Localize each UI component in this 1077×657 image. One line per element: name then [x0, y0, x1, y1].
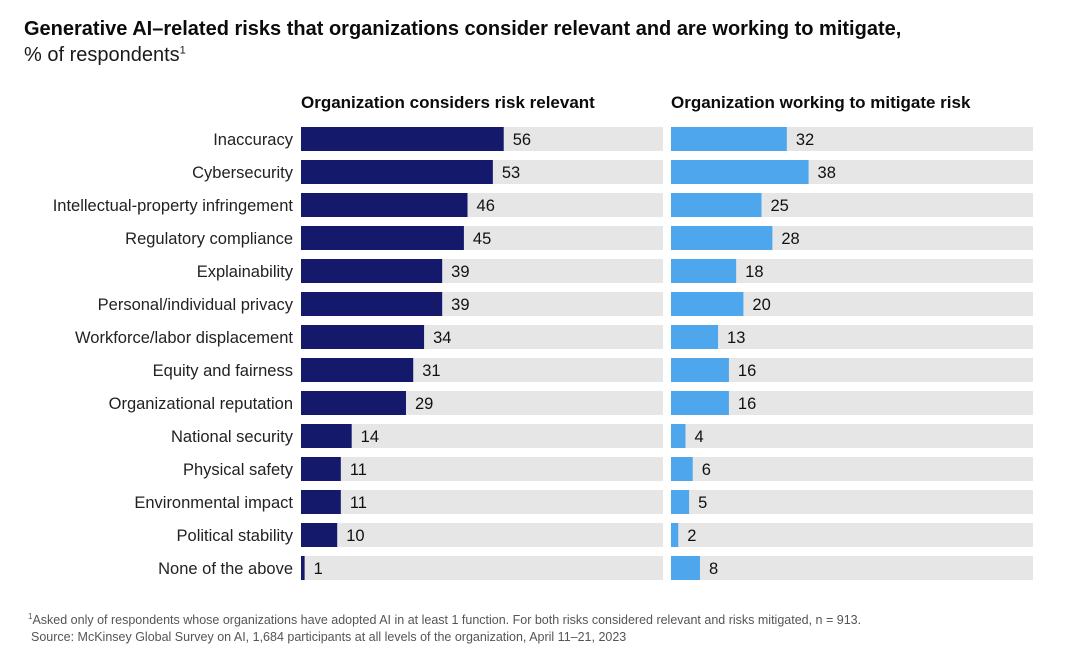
bar-mitigate — [671, 523, 679, 547]
data-label-relevant: 53 — [502, 164, 520, 182]
data-label-relevant: 45 — [473, 230, 491, 248]
bar-relevant — [301, 457, 341, 481]
category-label: Physical safety — [183, 461, 294, 479]
bar-mitigate — [671, 424, 686, 448]
data-label-relevant: 31 — [422, 362, 440, 380]
data-label-relevant: 34 — [433, 329, 451, 347]
chart-title: Generative AI–related risks that organiz… — [24, 18, 902, 40]
bar-track-mitigate — [671, 325, 1033, 349]
data-label-mitigate: 25 — [771, 197, 789, 215]
data-label-mitigate: 20 — [752, 296, 770, 314]
bar-track-mitigate — [671, 358, 1033, 382]
bar-track-mitigate — [671, 490, 1033, 514]
data-label-relevant: 11 — [350, 494, 367, 512]
category-label: Political stability — [177, 527, 294, 545]
bar-mitigate — [671, 391, 729, 415]
bar-track-relevant — [301, 424, 663, 448]
category-label: Inaccuracy — [213, 131, 294, 149]
data-label-mitigate: 16 — [738, 395, 756, 413]
bar-mitigate — [671, 292, 744, 316]
data-label-relevant: 1 — [314, 560, 323, 578]
data-label-relevant: 46 — [477, 197, 495, 215]
data-label-relevant: 11 — [350, 461, 367, 479]
bar-relevant — [301, 424, 352, 448]
bar-mitigate — [671, 358, 729, 382]
subtitle-text: % of respondents — [24, 44, 180, 66]
bar-mitigate — [671, 259, 737, 283]
footnote-marker: 1 — [28, 612, 33, 621]
bar-relevant — [301, 556, 305, 580]
bar-track-relevant — [301, 556, 663, 580]
data-label-mitigate: 4 — [694, 428, 703, 446]
category-label: None of the above — [158, 560, 293, 578]
category-label: Personal/individual privacy — [98, 296, 294, 314]
bar-track-mitigate — [671, 457, 1033, 481]
panel-title-mitigate: Organization working to mitigate risk — [671, 93, 971, 112]
bar-track-mitigate — [671, 424, 1033, 448]
bar-mitigate — [671, 193, 762, 217]
data-label-mitigate: 38 — [818, 164, 836, 182]
bar-track-relevant — [301, 457, 663, 481]
category-label: Intellectual-property infringement — [53, 197, 294, 215]
bar-mitigate — [671, 457, 693, 481]
data-label-mitigate: 32 — [796, 131, 814, 149]
data-label-relevant: 39 — [451, 296, 469, 314]
bar-relevant — [301, 358, 414, 382]
data-label-mitigate: 18 — [745, 263, 763, 281]
category-label: Organizational reputation — [109, 395, 293, 413]
bar-relevant — [301, 127, 504, 151]
bar-mitigate — [671, 325, 719, 349]
bar-mitigate — [671, 226, 773, 250]
bar-relevant — [301, 259, 443, 283]
data-label-mitigate: 28 — [781, 230, 799, 248]
bar-relevant — [301, 490, 341, 514]
bar-mitigate — [671, 490, 690, 514]
data-label-mitigate: 6 — [702, 461, 711, 479]
bar-track-mitigate — [671, 556, 1033, 580]
data-label-mitigate: 13 — [727, 329, 745, 347]
footnote: 1Asked only of respondents whose organiz… — [28, 608, 861, 646]
category-label: Workforce/labor displacement — [75, 329, 293, 347]
bar-track-relevant — [301, 490, 663, 514]
bar-mitigate — [671, 160, 809, 184]
data-label-relevant: 14 — [361, 428, 379, 446]
bar-relevant — [301, 160, 493, 184]
footnote-text: Asked only of respondents whose organiza… — [32, 613, 862, 628]
bar-relevant — [301, 325, 425, 349]
bar-mitigate — [671, 556, 700, 580]
category-label: Regulatory compliance — [125, 230, 293, 248]
category-label: Equity and fairness — [153, 362, 293, 380]
subtitle-footnote-marker: 1 — [179, 44, 186, 57]
footnote-source: Source: McKinsey Global Survey on AI, 1,… — [31, 630, 627, 645]
data-label-relevant: 10 — [346, 527, 364, 545]
data-label-relevant: 56 — [513, 131, 531, 149]
chart-subtitle: % of respondents1 — [24, 44, 186, 67]
data-label-relevant: 39 — [451, 263, 469, 281]
bar-mitigate — [671, 127, 787, 151]
data-label-relevant: 29 — [415, 395, 433, 413]
category-label: Environmental impact — [134, 494, 293, 512]
footnote-line-1: 1Asked only of respondents whose organiz… — [28, 608, 861, 629]
data-label-mitigate: 5 — [698, 494, 707, 512]
bar-relevant — [301, 523, 338, 547]
bar-relevant — [301, 292, 443, 316]
bar-relevant — [301, 226, 464, 250]
category-label: National security — [171, 428, 294, 446]
category-label: Explainability — [197, 263, 294, 281]
panel-title-relevant: Organization considers risk relevant — [301, 93, 595, 112]
bar-relevant — [301, 193, 468, 217]
bar-relevant — [301, 391, 406, 415]
data-label-mitigate: 2 — [687, 527, 696, 545]
data-label-mitigate: 16 — [738, 362, 756, 380]
category-label: Cybersecurity — [192, 164, 294, 182]
data-label-mitigate: 8 — [709, 560, 718, 578]
bar-track-mitigate — [671, 391, 1033, 415]
bar-track-mitigate — [671, 523, 1033, 547]
bar-track-relevant — [301, 523, 663, 547]
